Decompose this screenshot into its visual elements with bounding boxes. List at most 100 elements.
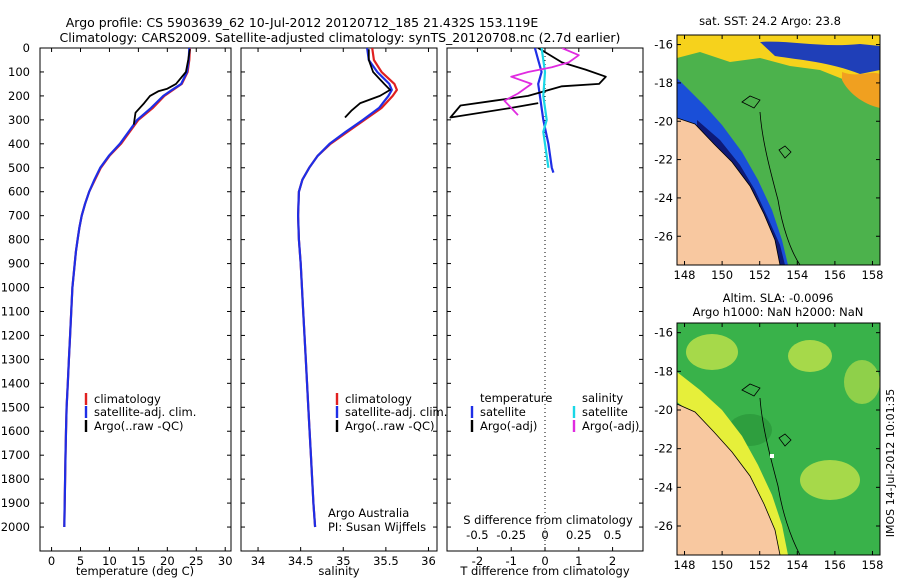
salinity-x-tick-label: 34.5 <box>288 554 314 568</box>
sla-map-title: Altim. SLA: -0.0096 <box>723 291 834 305</box>
difference-legend: temperature salinity satellite Argo(-adj… <box>470 391 639 433</box>
legend-label-satellite: satellite-adj. clim. <box>94 405 196 419</box>
depth-axis: 0 100 200 300 400 500 600 700 800 900 1000 1100 1200… <box>1 41 643 534</box>
depth-tick-label: 400 <box>8 137 30 151</box>
sla-map <box>677 323 880 555</box>
sla-land <box>677 403 781 555</box>
salinity-x-label: salinity <box>318 564 359 578</box>
sla-blob <box>800 460 860 500</box>
difference-x-tick-label: 2 <box>609 554 616 568</box>
temperature-x-tick-label: 30 <box>218 554 233 568</box>
sla-lat-label: -20 <box>654 403 673 417</box>
depth-tick-label: 2000 <box>1 520 30 534</box>
salinity-x-tick-label: 35 <box>336 554 351 568</box>
sla-lon-label: 150 <box>711 558 733 572</box>
sst-lat-label: -26 <box>654 229 673 243</box>
series-argo-raw-qc- <box>132 49 191 125</box>
sst-lon-label: 158 <box>862 268 884 282</box>
series-salinity-argo-adj- <box>503 48 580 116</box>
sla-blob <box>844 360 880 404</box>
depth-tick-label: 500 <box>8 161 30 175</box>
temperature-x-tick-label: 5 <box>77 554 84 568</box>
legend-label-satellite: satellite-adj. clim. <box>345 405 447 419</box>
legend-label-argo: Argo(..raw -QC) <box>345 419 435 433</box>
depth-tick-label: 1400 <box>1 376 30 390</box>
sla-blob <box>788 340 832 372</box>
argo-position-marker <box>770 454 774 458</box>
sla-lon-label: 158 <box>862 558 884 572</box>
difference-x-tick-label: -1 <box>505 554 516 568</box>
credit-line-2: PI: Susan Wijffels <box>328 520 426 534</box>
depth-tick-label: 1500 <box>1 400 30 414</box>
sla-reef-outline <box>778 433 792 447</box>
depth-tick-label: 600 <box>8 185 30 199</box>
depth-tick-label: 700 <box>8 209 30 223</box>
salinity-x-tick-label: 35.5 <box>373 554 399 568</box>
legend-label-temp-argo: Argo(-adj) <box>480 419 537 433</box>
temperature-legend: climatology satellite-adj. clim. Argo(..… <box>84 392 196 433</box>
sst-lat-label: -18 <box>654 76 673 90</box>
difference-top-tick-label: 0 <box>541 528 548 542</box>
sst-map-title: sat. SST: 24.2 Argo: 23.8 <box>699 14 841 28</box>
sst-lon-label: 154 <box>786 268 808 282</box>
sla-lat-label: -16 <box>654 326 673 340</box>
sla-map-frame <box>676 322 881 556</box>
sla-map-subtitle: Argo h1000: NaN h2000: NaN <box>693 305 864 319</box>
sst-reef-outline <box>778 145 792 159</box>
difference-top-x-label: S difference from climatology <box>463 513 633 527</box>
legend-label-sal-argo: Argo(-adj) <box>582 419 639 433</box>
sla-lon-label: 154 <box>786 558 808 572</box>
sst-lon-label: 150 <box>711 268 733 282</box>
depth-tick-label: 800 <box>8 233 30 247</box>
difference-x-tick-label: 1 <box>575 554 582 568</box>
sst-land <box>677 117 781 265</box>
depth-tick-label: 1000 <box>1 281 30 295</box>
sst-lon-label: 156 <box>824 268 846 282</box>
temperature-x-tick-label: 0 <box>48 554 55 568</box>
legend-label-temp-satellite: satellite <box>480 405 526 419</box>
depth-tick-label: 900 <box>8 257 30 271</box>
difference-series <box>449 48 607 551</box>
difference-top-tick-label: 0.5 <box>603 528 621 542</box>
sla-lon-label: 148 <box>674 558 696 572</box>
difference-x-label: T difference from climatology <box>459 564 630 578</box>
difference-x-tick-label: -2 <box>472 554 483 568</box>
difference-x-ticks: -2 -1 0 1 2 -0.5 -0.25 0 0.25 0.5 <box>466 48 622 568</box>
temperature-x-tick-label: 10 <box>102 554 117 568</box>
sla-lat-label: -26 <box>654 519 673 533</box>
sla-lat-label: -24 <box>654 480 673 494</box>
sla-lon-label: 156 <box>824 558 846 572</box>
salinity-axes <box>240 47 438 552</box>
salinity-series <box>297 48 398 528</box>
sla-isobath <box>759 397 801 555</box>
difference-x-tick-label: 0 <box>541 554 548 568</box>
title-line-1: Argo profile: CS 5903639_62 10-Jul-2012 … <box>66 15 539 30</box>
depth-tick-label: 0 <box>23 41 30 55</box>
legend-label-climatology: climatology <box>94 392 161 406</box>
series-salinity-satellite <box>540 48 550 168</box>
sst-cool-patch <box>760 41 880 74</box>
sst-lon-label: 152 <box>749 268 771 282</box>
difference-top-tick-label: -0.25 <box>496 528 526 542</box>
imos-timestamp: IMOS 14-Jul-2012 10:01:35 <box>884 389 897 538</box>
temperature-series <box>63 48 191 528</box>
series-argo-raw-qc- <box>344 49 392 119</box>
sla-blob <box>686 334 738 370</box>
depth-tick-label: 1600 <box>1 424 30 438</box>
depth-tick-label: 300 <box>8 113 30 127</box>
depth-tick-label: 1800 <box>1 472 30 486</box>
salinity-x-ticks: 34 34.5 35 35.5 36 <box>251 48 436 568</box>
sla-reef-outline <box>741 383 761 397</box>
sla-lat-label: -22 <box>654 442 673 456</box>
depth-tick-label: 1900 <box>1 496 30 510</box>
map-axes-ticks: 148 150 152 154 156 158 -16 -18 -20 -22 -24 -26 148 1… <box>654 35 883 572</box>
depth-tick-label: 1300 <box>1 352 30 366</box>
sst-lat-label: -20 <box>654 114 673 128</box>
temperature-x-tick-label: 15 <box>131 554 146 568</box>
salinity-legend: climatology satellite-adj. clim. Argo(..… <box>335 392 447 433</box>
sst-map-frame <box>676 34 881 266</box>
sst-isobath <box>759 111 801 265</box>
credit-line-1: Argo Australia <box>328 506 409 520</box>
legend-header-temperature: temperature <box>480 391 552 405</box>
